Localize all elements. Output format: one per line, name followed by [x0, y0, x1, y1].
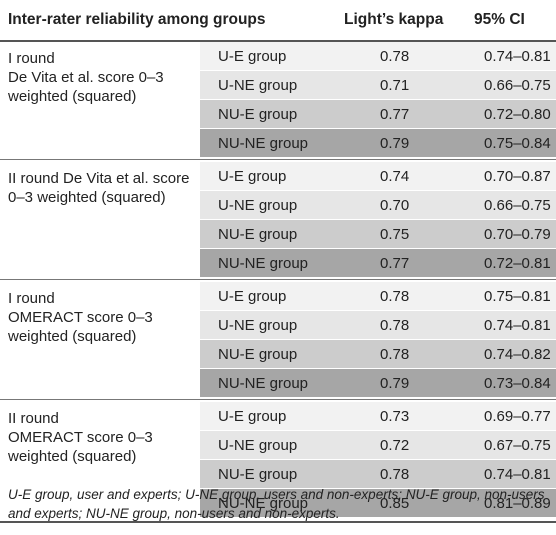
- table-row: U-E group 0.78 0.74–0.81: [200, 42, 556, 70]
- header-reliability: Inter-rater reliability among groups: [8, 11, 266, 28]
- ci-cell: 0.67–0.75: [484, 437, 551, 454]
- group-name-cell: NU-E group: [218, 466, 298, 483]
- table-header: Inter-rater reliability among groups Lig…: [0, 0, 556, 42]
- group-label: II round OMERACT score 0–3 weighted (squa…: [8, 410, 153, 465]
- table-row: NU-E group 0.75 0.70–0.79: [200, 220, 556, 248]
- ci-cell: 0.75–0.84: [484, 135, 551, 152]
- kappa-cell: 0.77: [380, 255, 410, 272]
- ci-cell: 0.81–0.89: [484, 495, 551, 512]
- table-row: U-E group 0.78 0.75–0.81: [200, 282, 556, 310]
- group-name-cell: NU-E group: [218, 106, 298, 123]
- kappa-cell: 0.73: [380, 408, 410, 425]
- ci-cell: 0.73–0.84: [484, 375, 551, 392]
- group-label: II round De Vita et al. score 0–3 weighte…: [8, 170, 190, 206]
- ci-cell: 0.70–0.79: [484, 226, 551, 243]
- table-row: NU-E group 0.78 0.74–0.81: [200, 460, 556, 488]
- table-row: U-NE group 0.72 0.67–0.75: [200, 431, 556, 459]
- group-name-cell: NU-E group: [218, 346, 298, 363]
- group-name-cell: U-E group: [218, 48, 287, 65]
- group-name-cell: NU-NE group: [218, 135, 309, 152]
- kappa-cell: 0.74: [380, 168, 410, 185]
- group-name-cell: U-NE group: [218, 437, 298, 454]
- header-kappa: Light’s kappa: [344, 11, 444, 28]
- ci-cell: 0.72–0.80: [484, 106, 551, 123]
- ci-cell: 0.75–0.81: [484, 288, 551, 305]
- kappa-cell: 0.72: [380, 437, 410, 454]
- group-name-cell: U-NE group: [218, 197, 298, 214]
- ci-cell: 0.74–0.81: [484, 48, 551, 65]
- table-group: II round De Vita et al. score 0–3 weighte…: [0, 162, 556, 277]
- group-label: I round OMERACT score 0–3 weighted (squar…: [8, 290, 153, 345]
- table-row: NU-E group 0.78 0.74–0.82: [200, 340, 556, 368]
- kappa-cell: 0.78: [380, 48, 410, 65]
- kappa-cell: 0.71: [380, 77, 410, 94]
- group-name-cell: NU-E group: [218, 226, 298, 243]
- kappa-cell: 0.77: [380, 106, 410, 123]
- kappa-cell: 0.78: [380, 346, 410, 363]
- group-name-cell: U-E group: [218, 288, 287, 305]
- kappa-cell: 0.79: [380, 135, 410, 152]
- table-group: I round De Vita et al. score 0–3 weighted…: [0, 42, 556, 157]
- kappa-cell: 0.75: [380, 226, 410, 243]
- table-row: NU-E group 0.77 0.72–0.80: [200, 100, 556, 128]
- ci-cell: 0.74–0.82: [484, 346, 551, 363]
- ci-cell: 0.72–0.81: [484, 255, 551, 272]
- ci-cell: 0.74–0.81: [484, 466, 551, 483]
- ci-cell: 0.66–0.75: [484, 197, 551, 214]
- kappa-cell: 0.78: [380, 466, 410, 483]
- group-name-cell: U-NE group: [218, 317, 298, 334]
- table-group: II round OMERACT score 0–3 weighted (squa…: [0, 402, 556, 517]
- group-divider: [0, 399, 556, 400]
- group-divider: [0, 159, 556, 160]
- table-row: NU-NE group 0.79 0.73–0.84: [200, 369, 556, 397]
- table-row: U-NE group 0.70 0.66–0.75: [200, 191, 556, 219]
- table-row: U-NE group 0.71 0.66–0.75: [200, 71, 556, 99]
- group-name-cell: U-E group: [218, 168, 287, 185]
- kappa-cell: 0.85: [380, 495, 410, 512]
- table-row: NU-NE group 0.77 0.72–0.81: [200, 249, 556, 277]
- table-row: U-NE group 0.78 0.74–0.81: [200, 311, 556, 339]
- kappa-cell: 0.70: [380, 197, 410, 214]
- group-name-cell: U-NE group: [218, 77, 298, 94]
- group-divider: [0, 521, 556, 523]
- table-footnote: U-E group, user and experts; U-NE group,…: [8, 487, 545, 521]
- kappa-cell: 0.79: [380, 375, 410, 392]
- table-row: NU-NE group 0.85 0.81–0.89: [200, 489, 556, 517]
- group-divider: [0, 279, 556, 280]
- group-name-cell: NU-NE group: [218, 375, 309, 392]
- table-row: NU-NE group 0.79 0.75–0.84: [200, 129, 556, 157]
- table-row: U-E group 0.73 0.69–0.77: [200, 402, 556, 430]
- kappa-cell: 0.78: [380, 288, 410, 305]
- ci-cell: 0.70–0.87: [484, 168, 551, 185]
- group-label: I round De Vita et al. score 0–3 weighted…: [8, 50, 164, 105]
- group-name-cell: NU-NE group: [218, 255, 309, 272]
- table-group: I round OMERACT score 0–3 weighted (squar…: [0, 282, 556, 397]
- kappa-cell: 0.78: [380, 317, 410, 334]
- ci-cell: 0.69–0.77: [484, 408, 551, 425]
- header-ci: 95% CI: [474, 11, 525, 28]
- group-name-cell: U-E group: [218, 408, 287, 425]
- ci-cell: 0.66–0.75: [484, 77, 551, 94]
- ci-cell: 0.74–0.81: [484, 317, 551, 334]
- table-row: U-E group 0.74 0.70–0.87: [200, 162, 556, 190]
- group-name-cell: NU-NE group: [218, 495, 309, 512]
